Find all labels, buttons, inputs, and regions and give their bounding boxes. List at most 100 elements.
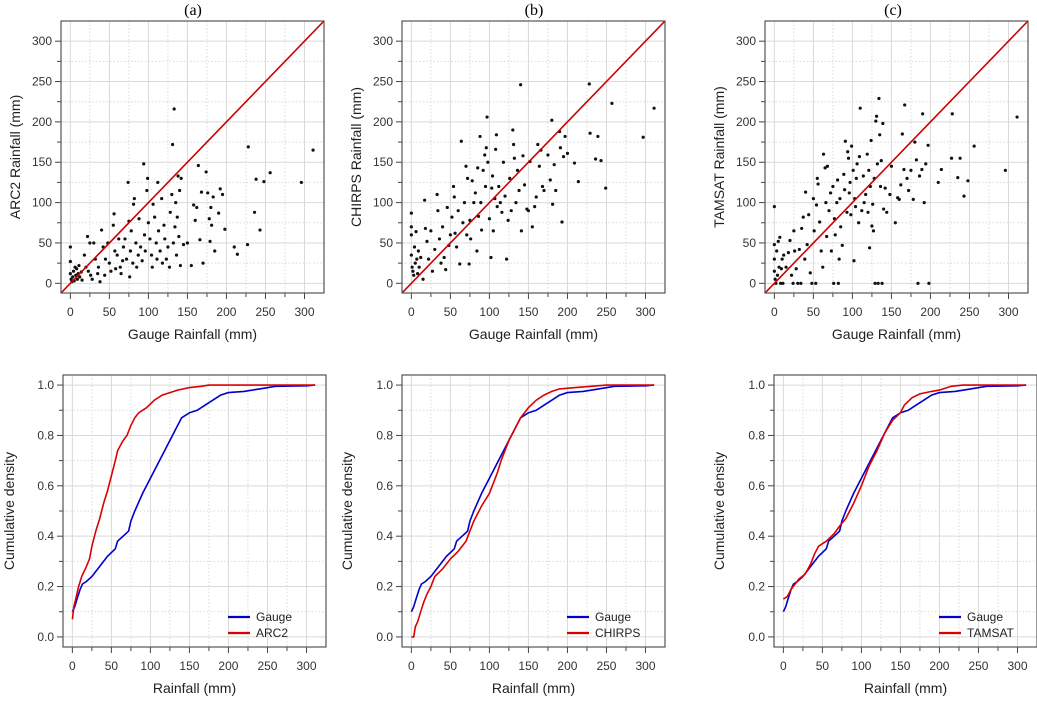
- data-point: [1015, 115, 1019, 119]
- data-point: [504, 257, 509, 261]
- data-point: [550, 118, 554, 122]
- y-tick-label: 0.6: [376, 479, 393, 493]
- scatter-panel-b: 0 50 100 150 200 250 300 0 50 100 150 200 250 300 Gaug…: [348, 20, 666, 342]
- y-tick-label: 150: [373, 155, 393, 169]
- data-point: [861, 174, 865, 178]
- data-point: [873, 281, 877, 285]
- data-point: [174, 201, 178, 205]
- data-point: [430, 269, 435, 273]
- data-point: [491, 229, 495, 233]
- panel-title-b: (b): [525, 2, 544, 19]
- plot-area: [402, 21, 665, 293]
- legend: Gauge TAMSAT: [939, 610, 1015, 640]
- data-point: [871, 229, 876, 233]
- y-tick-label: 300: [373, 34, 393, 48]
- data-point: [858, 106, 862, 110]
- data-point: [1003, 168, 1007, 172]
- data-point: [922, 201, 926, 205]
- data-point: [777, 265, 781, 269]
- data-point: [829, 249, 833, 253]
- data-point: [149, 253, 154, 257]
- data-point: [207, 217, 211, 221]
- y-tick-label: 0: [749, 276, 756, 290]
- x-tick-label: 250: [596, 305, 616, 319]
- x-tick-label: 200: [557, 305, 577, 319]
- x-tick-label: 100: [479, 659, 499, 673]
- data-point: [469, 237, 473, 241]
- data-point: [68, 245, 72, 249]
- data-point: [835, 201, 839, 205]
- data-point: [409, 233, 413, 237]
- data-point: [540, 184, 545, 189]
- data-point: [522, 183, 527, 187]
- data-point: [151, 202, 155, 206]
- data-point: [146, 176, 150, 180]
- data-point: [534, 195, 538, 199]
- y-tick-label: 100: [32, 196, 52, 210]
- data-point: [596, 134, 600, 139]
- data-point: [897, 197, 901, 201]
- data-point: [778, 235, 782, 239]
- data-point: [828, 191, 833, 195]
- y-tick-label: 200: [373, 115, 393, 129]
- data-point: [170, 142, 175, 147]
- data-point: [917, 174, 922, 178]
- data-point: [883, 186, 887, 190]
- data-point: [913, 140, 917, 144]
- data-point: [799, 281, 803, 285]
- panel-title-a: (a): [184, 2, 202, 19]
- cdf-panel-c: 0 50 100 150 200 250 300 0.0 0.2 0.4 0.6 0.8 1.0 Rain…: [711, 374, 1037, 696]
- data-point: [480, 228, 484, 232]
- data-point: [423, 226, 428, 231]
- data-point: [156, 229, 161, 233]
- cdf-line-gauge: [410, 384, 655, 613]
- data-point: [68, 272, 72, 276]
- data-point: [140, 259, 144, 263]
- y-tick-label: 0.2: [748, 580, 765, 594]
- x-tick-label: 200: [920, 305, 940, 319]
- y-tick-label: 0.4: [37, 529, 54, 543]
- data-point: [201, 261, 205, 265]
- data-point: [812, 229, 816, 233]
- panel-title-c: (c): [884, 2, 902, 19]
- data-point: [129, 229, 133, 233]
- data-point: [154, 241, 158, 245]
- y-axis-label: Cumulative density: [711, 452, 727, 570]
- data-point: [99, 228, 104, 232]
- data-point: [866, 210, 870, 214]
- data-point: [823, 166, 827, 170]
- x-tick-label: 200: [218, 659, 238, 673]
- data-point: [476, 166, 480, 170]
- data-point: [82, 253, 87, 257]
- data-point: [126, 180, 130, 185]
- data-point: [409, 211, 413, 215]
- data-point: [906, 188, 911, 193]
- data-point: [199, 190, 204, 194]
- data-point: [131, 261, 135, 265]
- data-point: [501, 160, 506, 164]
- data-point: [548, 178, 552, 182]
- y-tick-label: 0.4: [748, 529, 765, 543]
- data-point: [921, 112, 925, 116]
- data-point: [417, 265, 421, 269]
- legend-label-gauge: Gauge: [256, 610, 292, 624]
- data-point: [128, 249, 133, 253]
- data-point: [163, 237, 167, 241]
- y-tick-label: 0.6: [37, 479, 54, 493]
- data-point: [150, 265, 154, 269]
- x-tick-label: 50: [816, 659, 830, 673]
- data-point: [124, 257, 129, 261]
- data-point: [113, 249, 117, 253]
- y-axis-label: ARC2 Rainfall (mm): [7, 95, 23, 219]
- plot-frame: [401, 374, 666, 648]
- y-tick-label: 200: [32, 115, 52, 129]
- data-point: [862, 201, 866, 205]
- data-point: [814, 281, 818, 285]
- data-point: [195, 205, 199, 210]
- data-point: [452, 195, 456, 199]
- data-point: [793, 249, 797, 253]
- data-point: [843, 139, 847, 143]
- data-point: [836, 281, 840, 285]
- data-point: [517, 188, 521, 193]
- data-point: [177, 234, 181, 239]
